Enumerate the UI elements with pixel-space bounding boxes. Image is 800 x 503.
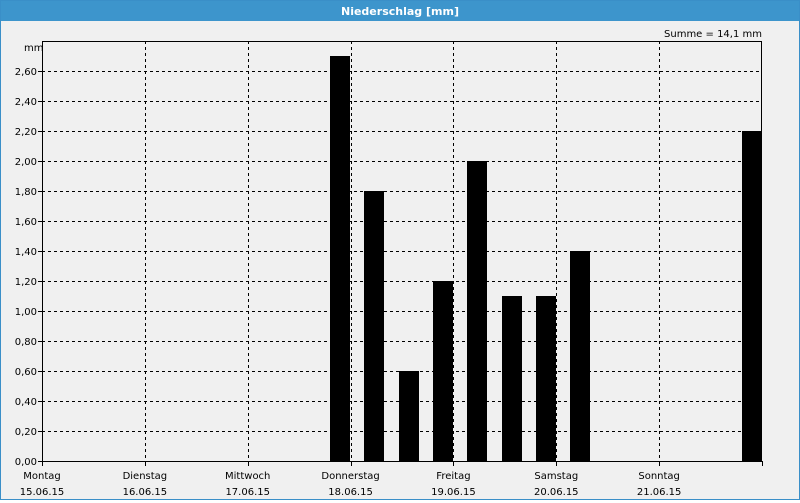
x-tick-date: 18.06.15 <box>328 487 373 498</box>
chart-area: Summe = 14,1 mm mm 0,00 0,20 0,40 0,60 0,80 1… <box>1 21 799 499</box>
axes <box>38 41 763 466</box>
y-tick-label: 2,40 <box>15 97 37 108</box>
x-tick-date: 20.06.15 <box>534 487 579 498</box>
chart-title: Niederschlag [mm] <box>1 1 799 21</box>
y-tick-label: 0,20 <box>15 427 37 438</box>
sum-label: Summe = 14,1 mm <box>664 29 762 40</box>
x-tick-weekday: Donnerstag <box>321 471 379 482</box>
x-tick-weekday: Sonntag <box>638 471 680 482</box>
y-tick-label: 1,80 <box>15 187 37 198</box>
precipitation-chart: Summe = 14,1 mm mm 0,00 0,20 0,40 0,60 0,80 1… <box>15 29 763 498</box>
x-tick-weekday: Freitag <box>436 471 470 482</box>
y-tick-label: 1,60 <box>15 217 37 228</box>
x-tick-weekday: Mittwoch <box>225 471 270 482</box>
bar-series <box>330 56 762 461</box>
y-tick-label: 0,80 <box>15 337 37 348</box>
y-tick-label: 2,20 <box>15 127 37 138</box>
precipitation-bar <box>433 281 453 461</box>
x-tick-date: 17.06.15 <box>225 487 270 498</box>
x-tick-date: 16.06.15 <box>123 487 168 498</box>
precipitation-bar <box>364 191 384 461</box>
y-tick-label: 0,00 <box>15 457 37 468</box>
x-tick-labels: Montag 15.06.15 Dienstag 16.06.15 Mittwoch 17… <box>20 471 682 498</box>
y-tick-label: 2,60 <box>15 67 37 78</box>
y-tick-label: 0,60 <box>15 367 37 378</box>
y-tick-label: 0,40 <box>15 397 37 408</box>
precipitation-bar <box>742 131 762 461</box>
y-tick-label: 1,40 <box>15 247 37 258</box>
precipitation-bar <box>570 251 590 461</box>
x-tick-weekday: Samstag <box>534 471 578 482</box>
plot-frame <box>42 41 762 462</box>
x-tick-date: 15.06.15 <box>20 487 65 498</box>
y-axis-unit-label: mm <box>24 43 43 54</box>
precipitation-bar <box>502 296 522 461</box>
y-tick-labels: 0,00 0,20 0,40 0,60 0,80 1,00 1,20 1,40 1,60 1,80… <box>15 67 37 468</box>
grid-lines <box>42 41 762 461</box>
y-tick-label: 2,00 <box>15 157 37 168</box>
precipitation-bar <box>467 161 487 461</box>
x-tick-date: 21.06.15 <box>637 487 682 498</box>
precipitation-bar <box>330 56 350 461</box>
precipitation-bar <box>536 296 556 461</box>
x-tick-weekday: Dienstag <box>123 471 168 482</box>
y-tick-label: 1,20 <box>15 277 37 288</box>
x-tick-weekday: Montag <box>23 471 60 482</box>
x-tick-date: 19.06.15 <box>431 487 476 498</box>
y-tick-label: 1,00 <box>15 307 37 318</box>
precipitation-bar <box>399 371 419 461</box>
